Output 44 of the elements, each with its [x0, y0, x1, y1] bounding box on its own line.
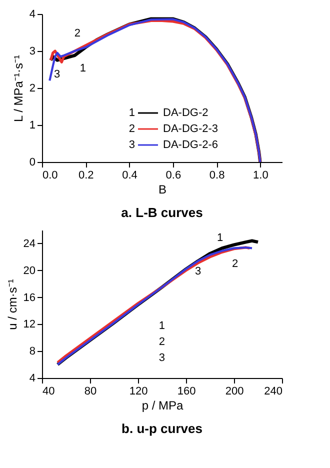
x-tick-label: 240	[264, 386, 282, 398]
y-tick-label: 20	[23, 264, 36, 277]
text: b. u-p curves	[122, 421, 202, 436]
annotation: 1	[216, 232, 224, 244]
annotation: 2	[128, 123, 135, 135]
annotation: 1	[158, 320, 165, 332]
y-axis-title: u / cm·s⁻¹	[5, 279, 20, 330]
y-axis-title: L / MPa⁻¹·s⁻¹	[11, 55, 26, 122]
annotation: 3	[194, 265, 202, 278]
y-tick-label: 3	[29, 46, 36, 58]
x-axis-title: B	[158, 182, 167, 196]
annotation: 3	[158, 352, 165, 364]
x-tick-label: 0.2	[78, 170, 94, 182]
y-tick-label: 2	[29, 82, 36, 94]
legend-label: DA-DG-2-3	[163, 123, 218, 135]
annotation: 2	[158, 336, 165, 348]
y-tick-label: 16	[23, 292, 36, 304]
x-tick-label: 1.0	[253, 170, 268, 182]
x-tick-label: 0.6	[166, 170, 182, 182]
x-tick-label: 120	[129, 386, 148, 398]
annotation: 3	[54, 68, 60, 80]
legend-label: DA-DG-2	[163, 107, 208, 119]
text: a. L-B curves	[121, 205, 203, 220]
annotation: 2	[232, 258, 238, 270]
y-tick-label: 0	[29, 156, 36, 168]
x-tick-label: 160	[177, 386, 196, 398]
annotation: 1	[80, 62, 86, 74]
x-tick-label: 200	[225, 386, 244, 398]
x-axis-title: p / MPa	[142, 398, 184, 412]
y-tick-label: 12	[23, 318, 36, 331]
y-tick-label: 8	[29, 346, 36, 358]
y-tick-label: 4	[29, 372, 36, 384]
x-tick-label: 80	[84, 386, 97, 398]
y-tick-label: 24	[23, 238, 36, 250]
x-tick-label: 0.8	[209, 170, 225, 182]
legend-label: DA-DG-2-6	[163, 139, 218, 151]
y-tick-label: 4	[29, 8, 36, 20]
x-tick-label: 0.4	[122, 170, 138, 182]
x-tick-label: 40	[42, 386, 55, 398]
annotation: 1	[128, 107, 135, 119]
annotation: 3	[128, 139, 135, 151]
annotation: 2	[74, 27, 81, 40]
x-tick-label: 0.0	[42, 170, 58, 182]
y-tick-label: 1	[29, 120, 36, 132]
